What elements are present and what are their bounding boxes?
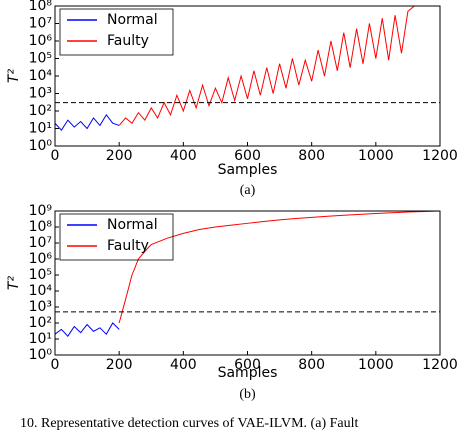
y-tick-label: 10⁴ <box>29 68 53 84</box>
y-tick-label: 10⁵ <box>29 51 52 67</box>
legend-box <box>59 8 174 56</box>
y-tick-label: 10⁰ <box>29 347 53 363</box>
x-tick-label: 1000 <box>358 148 394 164</box>
data-line <box>118 210 441 324</box>
x-tick-label: 400 <box>170 148 197 164</box>
legend-label: Normal <box>107 217 158 233</box>
y-tick-label: 10⁶ <box>29 251 53 267</box>
y-tick-label: 10¹ <box>29 331 52 347</box>
x-axis-label: Samples <box>218 162 278 178</box>
x-tick-label: 800 <box>298 357 325 373</box>
y-tick-label: 10⁵ <box>29 267 52 283</box>
x-tick-label: 200 <box>106 148 133 164</box>
y-tick-label: 10² <box>29 103 52 119</box>
y-tick-label: 10⁰ <box>29 138 53 154</box>
y-tick-label: 10⁸ <box>29 0 53 14</box>
legend-box <box>59 213 174 261</box>
y-tick-label: 10⁸ <box>29 219 53 235</box>
y-tick-label: 10⁷ <box>29 16 52 32</box>
chart-caption: (a) <box>240 183 256 198</box>
y-tick-label: 10⁹ <box>29 203 53 219</box>
data-line <box>54 113 120 132</box>
y-axis-label: T² <box>6 69 22 84</box>
x-tick-label: 400 <box>170 357 197 373</box>
x-tick-label: 0 <box>51 357 60 373</box>
chart-caption: (b) <box>239 387 256 402</box>
y-tick-label: 10³ <box>29 299 52 315</box>
x-tick-label: 1000 <box>358 357 394 373</box>
x-tick-label: 800 <box>298 148 325 164</box>
data-line <box>118 5 440 126</box>
y-axis-label: T² <box>6 276 22 291</box>
y-tick-label: 10⁶ <box>29 33 53 49</box>
y-tick-label: 10⁷ <box>29 235 52 251</box>
data-line <box>54 322 120 337</box>
plot-frame <box>54 5 441 147</box>
legend-label: Faulty <box>107 33 149 49</box>
x-tick-label: 200 <box>106 357 133 373</box>
x-tick-label: 1200 <box>422 357 458 373</box>
y-tick-label: 10¹ <box>29 121 52 137</box>
x-tick-label: 0 <box>51 148 60 164</box>
figure-caption: 10. Representative detection curves of V… <box>20 416 358 430</box>
legend-label: Faulty <box>107 238 149 254</box>
x-axis-label: Samples <box>218 365 278 381</box>
legend-label: Normal <box>107 12 158 28</box>
y-tick-label: 10² <box>29 315 52 331</box>
x-tick-label: 600 <box>234 357 261 373</box>
x-tick-label: 1200 <box>422 148 458 164</box>
y-tick-label: 10⁴ <box>29 283 53 299</box>
plot-frame <box>54 210 441 356</box>
y-tick-label: 10³ <box>29 86 52 102</box>
x-tick-label: 600 <box>234 148 261 164</box>
